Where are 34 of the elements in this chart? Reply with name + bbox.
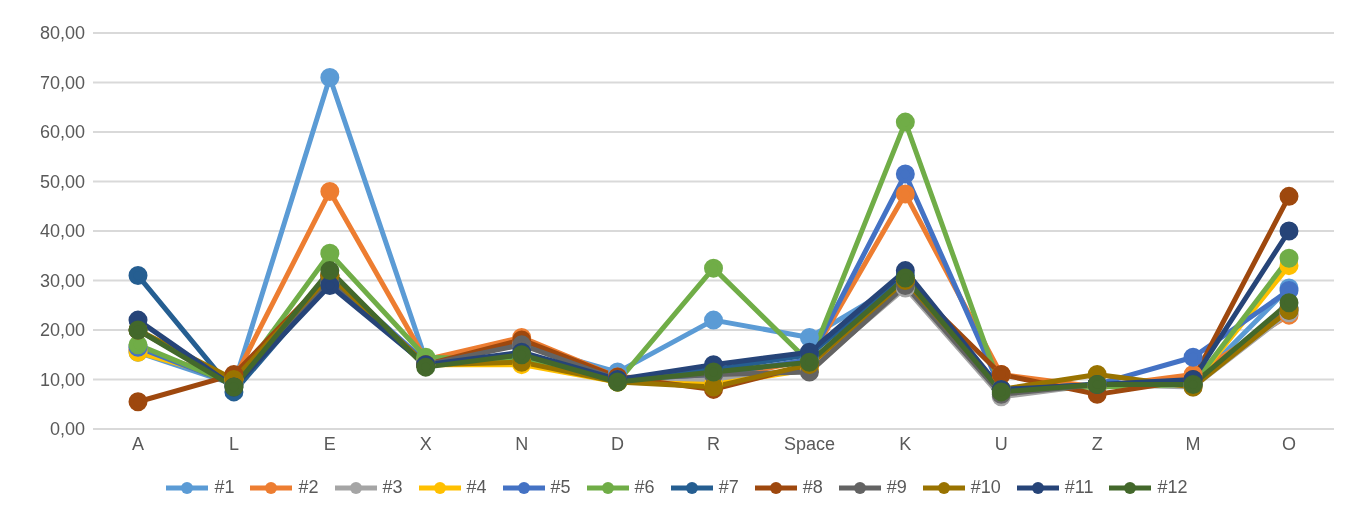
- y-tick-label: 70,00: [39, 72, 85, 93]
- legend-label: #1: [214, 477, 235, 498]
- y-tick-label: 40,00: [39, 221, 85, 242]
- y-tick-label: 20,00: [39, 320, 85, 341]
- legend-label: #8: [802, 477, 823, 498]
- y-tick-label: 0,00: [49, 419, 85, 440]
- x-tick-label: Z: [1091, 433, 1103, 454]
- x-tick-label: N: [515, 433, 529, 454]
- legend-label: #4: [466, 477, 487, 498]
- x-tick-label: X: [419, 433, 432, 454]
- y-tick-label: 50,00: [39, 171, 85, 192]
- x-tick-label: O: [1281, 433, 1297, 454]
- legend-label: #5: [550, 477, 571, 498]
- y-tick-label: 10,00: [39, 369, 85, 390]
- legend-label: #7: [718, 477, 739, 498]
- x-tick-label: M: [1185, 433, 1201, 454]
- x-tick-label: L: [228, 433, 239, 454]
- x-tick-label: D: [611, 433, 625, 454]
- x-tick-label: U: [994, 433, 1008, 454]
- x-tick-label: K: [899, 433, 912, 454]
- legend-label: #9: [886, 477, 907, 498]
- legend-label: #6: [634, 477, 655, 498]
- y-tick-label: 30,00: [39, 270, 85, 291]
- legend-label: #11: [1064, 477, 1094, 498]
- y-tick-label: 60,00: [39, 122, 85, 143]
- legend-label: #2: [298, 477, 319, 498]
- x-tick-label: R: [707, 433, 720, 454]
- x-tick-label: Space: [783, 433, 835, 454]
- legend-label: #12: [1157, 477, 1188, 498]
- x-tick-label: A: [131, 433, 145, 454]
- legend-label: #10: [970, 477, 1001, 498]
- legend-label: #3: [382, 477, 403, 498]
- x-tick-label: E: [323, 433, 336, 454]
- y-tick-label: 80,00: [39, 23, 85, 44]
